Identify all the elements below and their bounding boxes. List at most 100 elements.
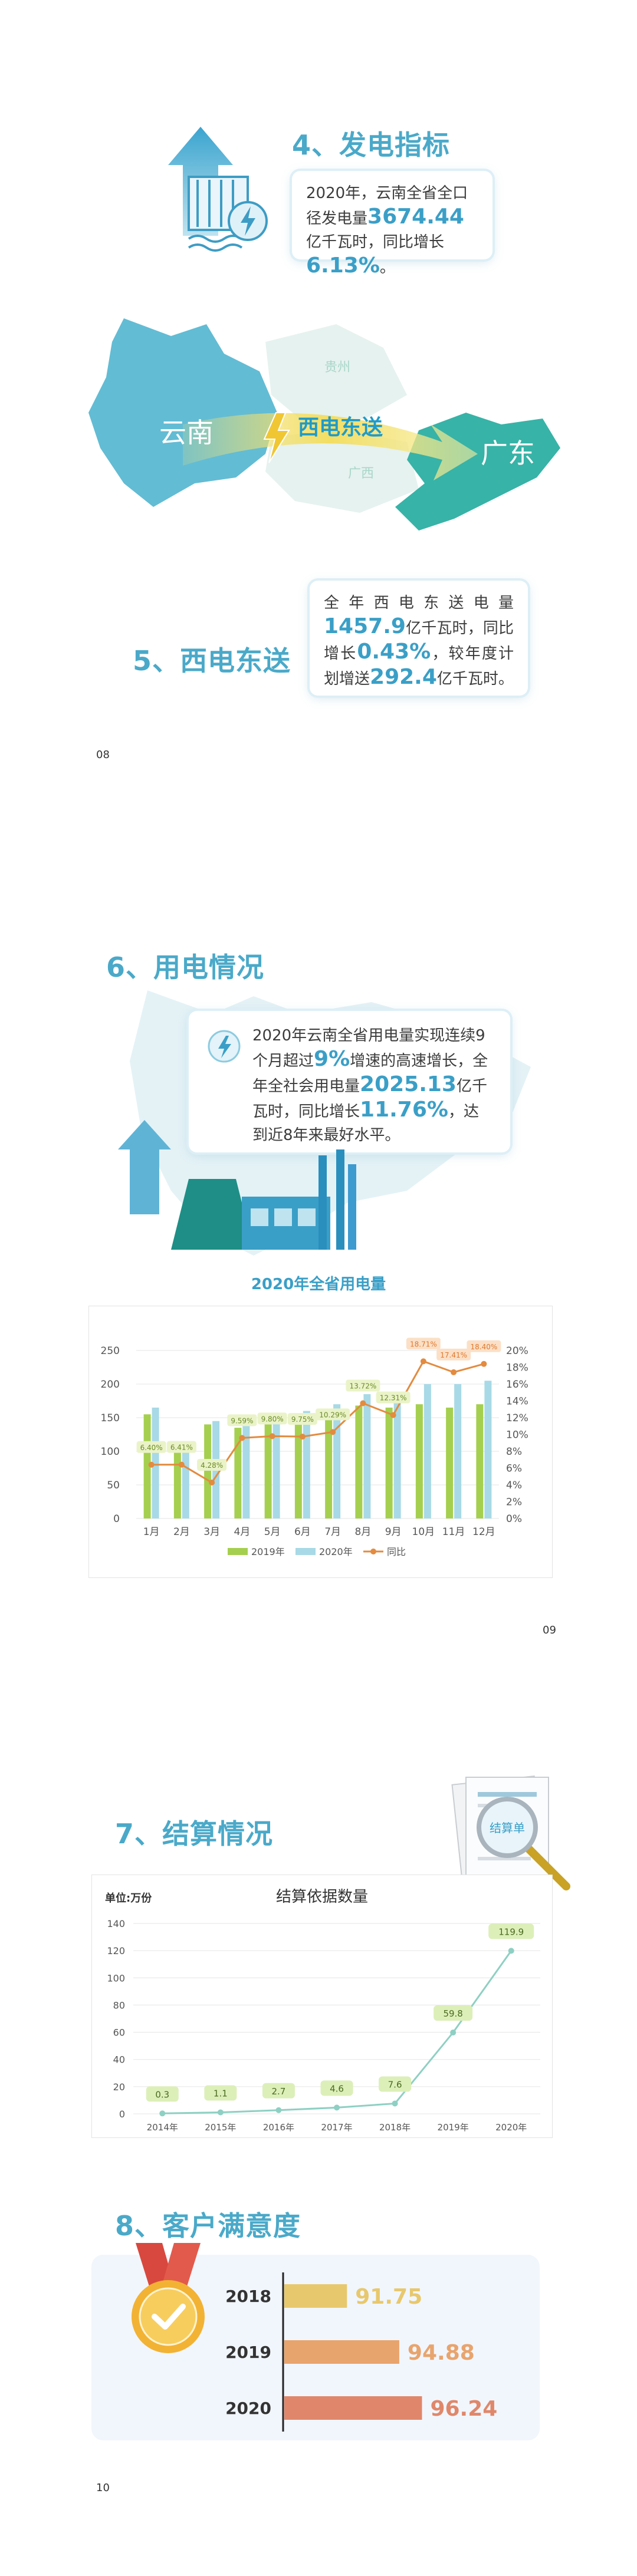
bar-2020 (393, 1394, 401, 1518)
s4-text-3: 。 (379, 259, 395, 276)
data-label-bg (320, 2080, 353, 2096)
s6-text-1: 2020年云南全省用电量实现连续9个月超过 (252, 1027, 485, 1070)
data-label: 0.3 (155, 2089, 169, 2100)
point-yoy (269, 1433, 275, 1439)
bar-2020 (303, 1411, 310, 1518)
x-tick-label: 1月 (143, 1526, 160, 1538)
data-label: 17.41% (440, 1351, 467, 1359)
page-number: 09 (543, 1624, 556, 1636)
data-label-bg (262, 2083, 295, 2099)
s4-value-1: 3674.44 (367, 205, 464, 229)
point-yoy (420, 1358, 426, 1365)
y-tick-right: 8% (506, 1446, 522, 1458)
data-label-bg (287, 1413, 317, 1425)
s6-text-2: 增速的高速增长，全年全社会用电量 (252, 1052, 488, 1095)
bar-2019 (264, 1424, 272, 1518)
usage-chart-title: 2020年全省用电量 (251, 1276, 386, 1293)
x-tick-label: 2016年 (263, 2122, 294, 2133)
point-settlement (217, 2109, 224, 2116)
bar-2020 (484, 1381, 492, 1518)
y-tick-left: 100 (101, 1446, 120, 1458)
point-settlement (450, 2030, 457, 2036)
year-label: 2019 (225, 2343, 271, 2362)
bar-2019 (415, 1404, 423, 1518)
data-label: 9.80% (261, 1415, 284, 1423)
x-tick-label: 4月 (234, 1526, 250, 1538)
data-label-bg (467, 1340, 501, 1352)
bar-2019 (173, 1451, 181, 1518)
s5-text-4: 亿千瓦时。 (436, 670, 514, 688)
x-tick-label: 3月 (203, 1526, 220, 1538)
y-tick-right: 0% (506, 1513, 522, 1525)
data-label-bg (488, 1923, 534, 1939)
point-settlement (159, 2110, 166, 2117)
x-tick-label: 2019年 (438, 2122, 469, 2133)
y-tick-right: 12% (506, 1412, 528, 1424)
page-number: 08 (96, 749, 110, 761)
data-label-bg (197, 1459, 227, 1471)
satisfaction-value: 94.88 (408, 2341, 475, 2365)
map-yunnan-label: 云南 (159, 417, 214, 449)
data-label: 119.9 (498, 1926, 524, 1937)
data-label: 1.1 (214, 2088, 228, 2099)
y-tick: 20 (113, 2081, 125, 2093)
legend-label: 2020年 (319, 1546, 353, 1557)
settlement-illustration: 结算单 (451, 1775, 570, 1890)
x-tick-label: 9月 (385, 1526, 402, 1538)
section-5-title: 5、西电东送 (133, 645, 291, 677)
x-tick-label: 8月 (354, 1526, 371, 1538)
x-tick-label: 7月 (324, 1526, 341, 1538)
point-yoy (360, 1400, 366, 1406)
y-tick: 100 (107, 1972, 125, 1984)
y-tick-left: 0 (113, 1513, 120, 1525)
data-label: 18.40% (470, 1343, 497, 1351)
x-tick-label: 2月 (173, 1526, 190, 1538)
bar-2020 (363, 1394, 371, 1518)
usage-chart: 0 50 100 150 200 250 0% 2% 4% 6% 8% 10% 12% 14% 16% 18%… (88, 1306, 553, 1578)
point-settlement (334, 2104, 340, 2111)
y-tick-left: 200 (101, 1379, 120, 1391)
y-tick: 120 (107, 1945, 125, 1956)
point-yoy (299, 1434, 306, 1440)
data-label: 9.59% (231, 1417, 253, 1425)
y-tick-right: 14% (506, 1396, 528, 1408)
settlement-chart: 单位:万份 结算依据数量 0 20 40 60 80 100 120 140 0.3 1.1 2.7 4.… (91, 1875, 553, 2138)
s4-text-2: 亿千瓦时，同比增长 (306, 233, 445, 251)
x-tick-label: 2018年 (379, 2122, 411, 2133)
satisfaction-bar (284, 2284, 347, 2308)
x-tick-label: 5月 (264, 1526, 281, 1538)
s5-text-3: ，较年度计划增送 (324, 645, 514, 688)
legend-swatch-dot (370, 1549, 376, 1554)
section-4-title: 4、发电指标 (292, 129, 451, 161)
s5-text-2: 亿千瓦时，同比增长 (324, 620, 514, 663)
y-tick: 140 (107, 1918, 125, 1929)
y-tick-right: 16% (506, 1379, 528, 1391)
y-tick-left: 50 (107, 1480, 120, 1491)
data-label: 9.75% (291, 1415, 314, 1424)
x-tick-label: 2020年 (495, 2122, 527, 2133)
point-yoy (148, 1461, 155, 1468)
bar-2020 (272, 1414, 280, 1518)
page-number: 10 (96, 2482, 110, 2494)
west-east-map: 云南 广东 贵州 广西 西电东送 (88, 318, 560, 531)
data-label-bg (204, 2085, 237, 2101)
bar-2019 (204, 1424, 212, 1518)
point-yoy (178, 1461, 185, 1468)
data-label-bg (346, 1379, 380, 1392)
x-tick-label: 2014年 (147, 2122, 178, 2133)
x-tick-label: 2015年 (205, 2122, 236, 2133)
y-tick-left: 250 (101, 1345, 120, 1357)
bar-2020 (423, 1384, 431, 1518)
data-label: 7.6 (388, 2079, 402, 2090)
s5-value-2: 0.43% (357, 640, 431, 664)
lightning-icon (263, 412, 290, 463)
s5-text-1: 全年西电东送电量 (324, 594, 514, 612)
s5-value-3: 292.4 (370, 665, 437, 689)
bar-2019 (446, 1407, 454, 1518)
chart-title: 结算依据数量 (276, 1888, 368, 1906)
y-tick-right: 18% (506, 1362, 528, 1374)
satisfaction-value: 96.24 (430, 2397, 497, 2421)
data-label-bg (316, 1408, 350, 1421)
section-7-title: 7、结算情况 (115, 1818, 274, 1850)
bar-2019 (234, 1428, 242, 1518)
